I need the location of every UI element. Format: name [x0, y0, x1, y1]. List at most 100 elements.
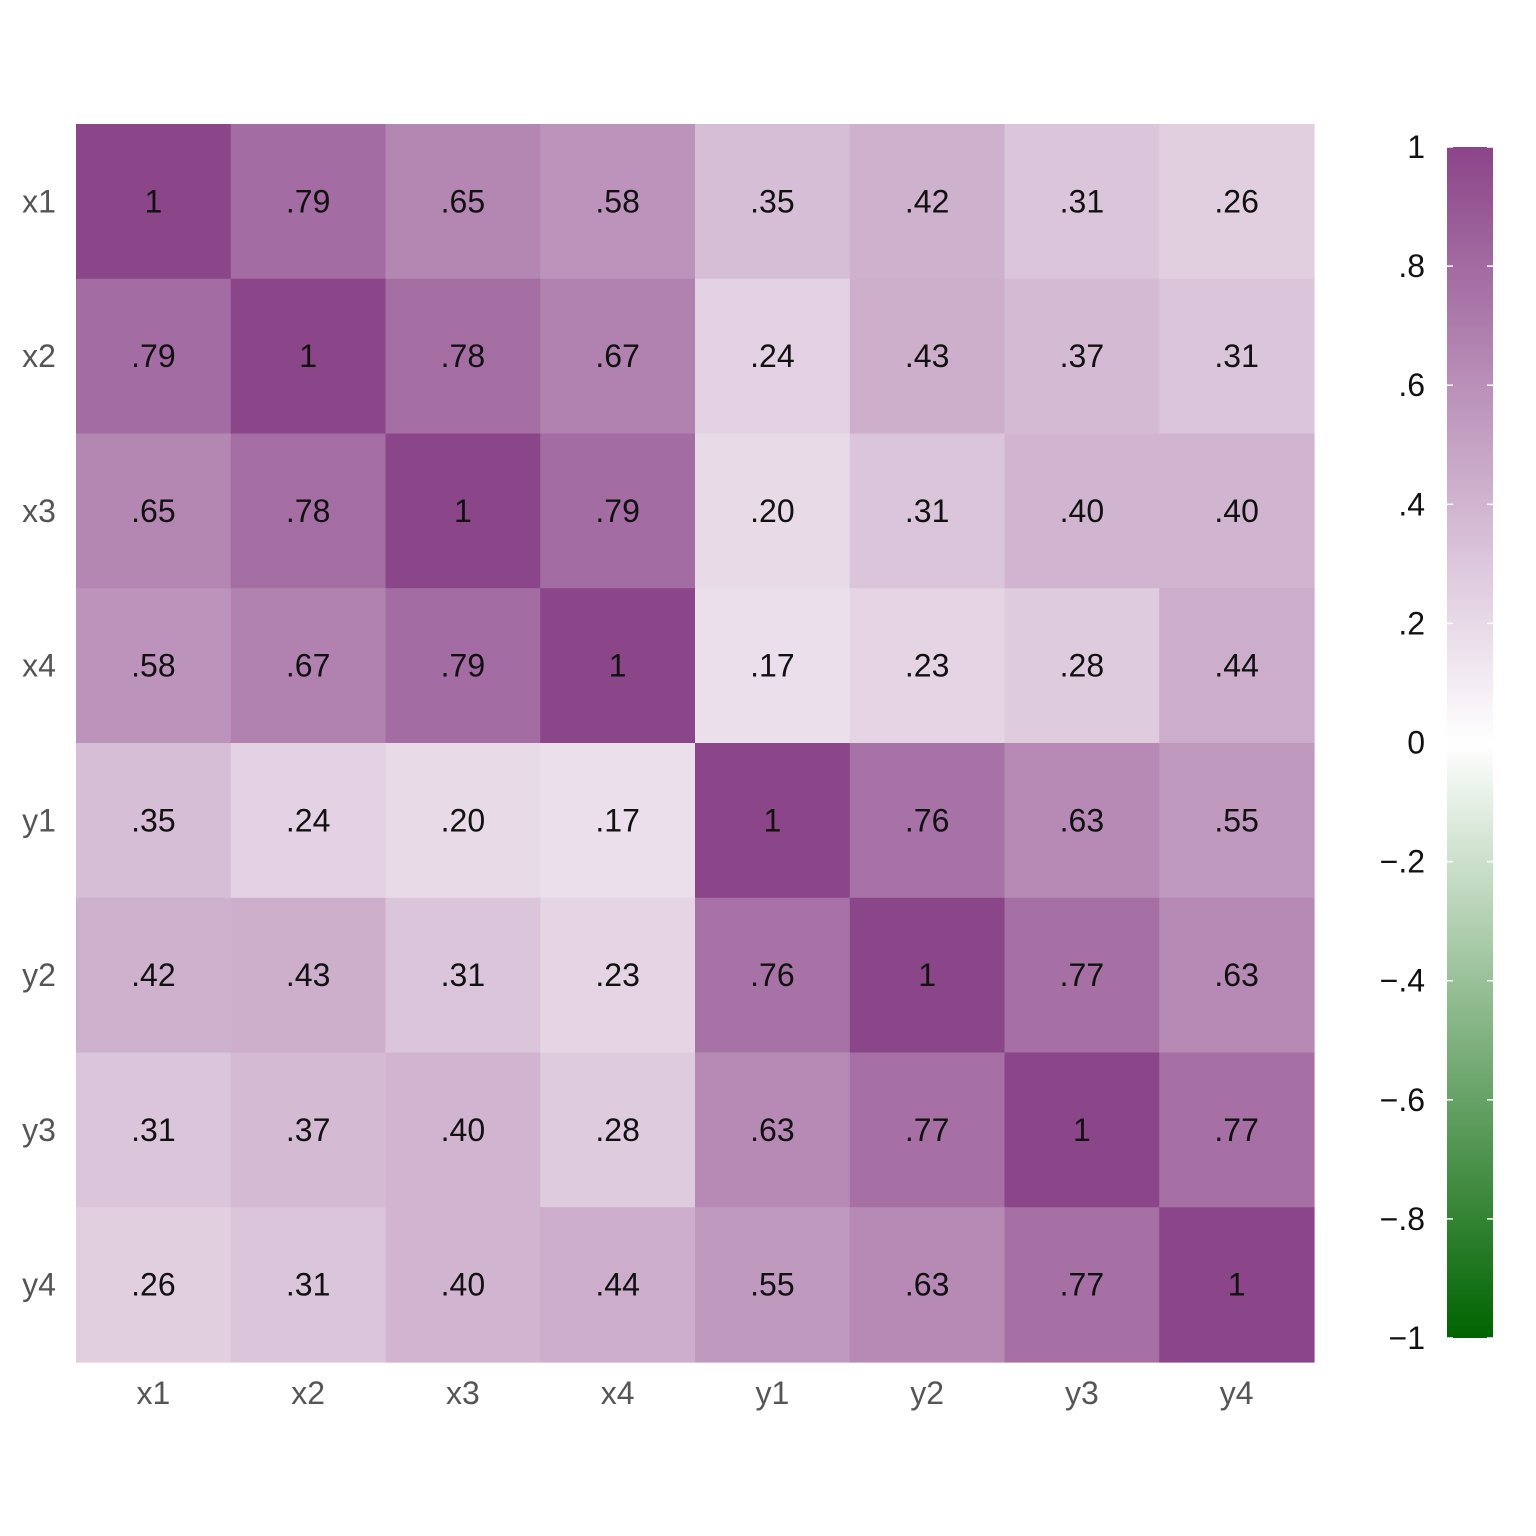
legend-tick-label: .4 [1398, 486, 1425, 522]
cell-value-x2-x3: .78 [441, 338, 485, 374]
legend-tick-label: −1 [1389, 1320, 1425, 1356]
cell-value-x3-y4: .40 [1214, 493, 1258, 529]
heatmap-cell-y2-y4 [1159, 897, 1315, 1054]
heatmap-cell-x1-y3 [1004, 124, 1160, 280]
cell-value-y3-y3: 1 [1073, 1112, 1091, 1148]
cell-value-y1-x3: .20 [441, 802, 485, 838]
heatmap-cell-y4-x1 [76, 1207, 232, 1363]
row-label-x2: x2 [22, 338, 56, 374]
heatmap-cell-y3-x2 [230, 1052, 387, 1208]
heatmap-cell-x4-y2 [849, 588, 1006, 744]
cell-value-x3-y1: .20 [750, 493, 794, 529]
heatmap-cell-x4-x1 [76, 588, 232, 744]
cell-value-y4-x4: .44 [595, 1267, 639, 1303]
heatmap-cell-y1-x1 [76, 743, 232, 899]
cell-value-y3-y1: .63 [750, 1112, 794, 1148]
heatmap-cell-x3-y3 [1004, 433, 1160, 589]
heatmap-cell-y2-x2 [230, 897, 387, 1054]
heatmap-cell-y3-y3 [1004, 1052, 1160, 1208]
heatmap-cell-y4-y1 [695, 1207, 851, 1363]
heatmap-cell-y2-y3 [1004, 897, 1160, 1054]
cell-value-x2-x1: .79 [131, 338, 175, 374]
heatmap-cell-y1-y3 [1004, 743, 1160, 899]
legend-tick-label: −.8 [1380, 1201, 1425, 1237]
cell-value-y2-y4: .63 [1214, 957, 1258, 993]
cell-value-x3-x4: .79 [595, 493, 639, 529]
heatmap-cell-x2-x3 [385, 278, 541, 435]
cell-value-x1-y1: .35 [750, 183, 794, 219]
heatmap-cell-y4-x4 [540, 1207, 696, 1363]
heatmap-cell-x4-x3 [385, 588, 541, 744]
legend-tick-label: −.2 [1380, 844, 1425, 880]
legend-ticks: 1 .8 .6 .4 .2 0 −.2 −.4 −.6 −.8 −1 [1380, 129, 1493, 1356]
heatmap-cell-x1-x4 [540, 124, 696, 280]
heatmap-cell-x2-x4 [540, 278, 696, 435]
heatmap-cell-x3-x2 [230, 433, 387, 589]
cell-value-y4-x3: .40 [441, 1267, 485, 1303]
column-label-x4: x4 [601, 1375, 635, 1411]
heatmap-cell-x4-x2 [230, 588, 387, 744]
cell-value-y2-y3: .77 [1060, 957, 1104, 993]
heatmap-cell-x2-y1 [695, 278, 851, 435]
cell-value-x2-x2: 1 [299, 338, 317, 374]
heatmap-cell-x2-y3 [1004, 278, 1160, 435]
heatmap-cell-y3-y4 [1159, 1052, 1315, 1208]
heatmap-cell-x1-x3 [385, 124, 541, 280]
heatmap-cell-y1-y1 [695, 743, 851, 899]
cell-value-y1-x1: .35 [131, 802, 175, 838]
cell-value-x2-x4: .67 [595, 338, 639, 374]
heatmap-cell-y2-x4 [540, 897, 696, 1054]
row-labels: x1 x2 x3 x4 y1 y2 y3 y4 [22, 183, 56, 1302]
column-label-x3: x3 [446, 1375, 480, 1411]
cell-value-y2-x4: .23 [595, 957, 639, 993]
cell-value-y1-x2: .24 [286, 802, 330, 838]
heatmap-cell-x4-y3 [1004, 588, 1160, 744]
cell-value-y1-x4: .17 [595, 802, 639, 838]
cell-value-y1-y3: .63 [1060, 802, 1104, 838]
heatmap-cell-y3-x1 [76, 1052, 232, 1208]
legend-tick-label: .2 [1398, 605, 1425, 641]
heatmap-cell-x1-y4 [1159, 124, 1315, 280]
heatmap-cell-x2-x1 [76, 278, 232, 435]
row-label-x1: x1 [22, 183, 56, 219]
row-label-x3: x3 [22, 493, 56, 529]
column-label-y2: y2 [910, 1375, 944, 1411]
column-label-y3: y3 [1065, 1375, 1099, 1411]
row-label-y2: y2 [22, 957, 56, 993]
heatmap-cell-y4-x3 [385, 1207, 541, 1363]
heatmap-cell-y2-y1 [695, 897, 851, 1054]
legend-color-bar [1447, 147, 1493, 1338]
heatmap-cell-x4-y4 [1159, 588, 1315, 744]
heatmap-cell-x1-y2 [849, 124, 1006, 280]
cell-value-x1-y2: .42 [905, 183, 949, 219]
legend-tick-label: .6 [1398, 367, 1425, 403]
cell-value-x4-x2: .67 [286, 648, 330, 684]
row-label-y3: y3 [22, 1112, 56, 1148]
heatmap-cell-x1-x2 [230, 124, 387, 280]
cell-value-x4-y1: .17 [750, 648, 794, 684]
heatmap-cell-x3-y4 [1159, 433, 1315, 589]
legend-tick-label: 1 [1407, 129, 1425, 165]
heatmap-cell-y4-y3 [1004, 1207, 1160, 1363]
cell-value-x1-x1: 1 [144, 183, 162, 219]
heatmap-cell-labels: 1 .79 .65 .58 .35 .42 .31 .26 .79 1 .78 .67 .24 .43 .3… [131, 183, 1259, 1302]
cell-value-x4-x1: .58 [131, 648, 175, 684]
heatmap-cell-y1-y4 [1159, 743, 1315, 899]
cell-value-y2-y1: .76 [750, 957, 794, 993]
heatmap-cell-x4-y1 [695, 588, 851, 744]
cell-value-x2-y1: .24 [750, 338, 794, 374]
cell-value-x1-x3: .65 [441, 183, 485, 219]
cell-value-y2-y2: 1 [918, 957, 936, 993]
cell-value-y3-x3: .40 [441, 1112, 485, 1148]
legend-tick-label: .8 [1398, 248, 1425, 284]
legend-tick-label: 0 [1407, 725, 1425, 761]
cell-value-y3-x4: .28 [595, 1112, 639, 1148]
cell-value-y4-y4: 1 [1228, 1267, 1246, 1303]
row-label-x4: x4 [22, 648, 56, 684]
heatmap-cell-y2-y2 [849, 897, 1006, 1054]
column-label-y1: y1 [755, 1375, 789, 1411]
heatmap-cell-x3-x1 [76, 433, 232, 589]
heatmap-cell-x2-y2 [849, 278, 1006, 435]
heatmap-cell-x4-x4 [540, 588, 696, 744]
heatmap-cell-y1-x2 [230, 743, 387, 899]
